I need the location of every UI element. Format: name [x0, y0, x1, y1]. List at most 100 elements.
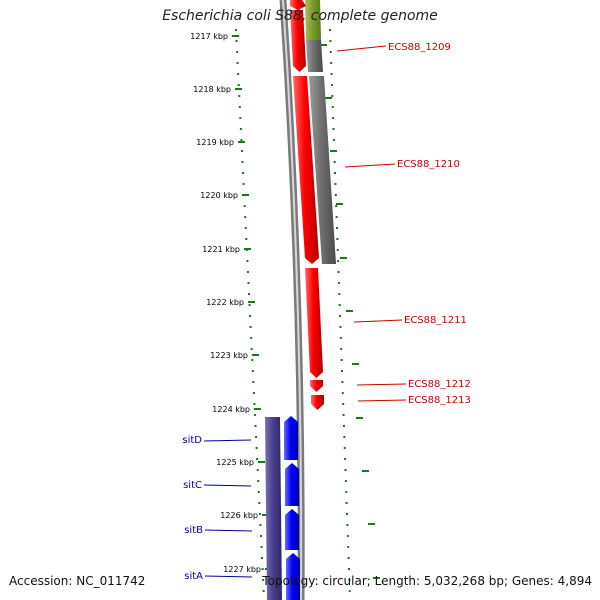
ruler-outer-dot	[346, 524, 349, 526]
ruler-outer-dot	[347, 546, 350, 548]
ruler-outer-dot	[336, 238, 339, 240]
ruler-outer-dot	[338, 293, 341, 295]
ruler-label: 1217 kbp	[190, 32, 228, 41]
ruler-outer-dot	[341, 370, 344, 372]
ruler-major-tick	[238, 141, 245, 143]
ruler-inner-dot	[259, 535, 262, 537]
ruler-inner-dot	[251, 370, 254, 372]
ruler-outer-dot	[340, 348, 343, 350]
gene-label-leader	[353, 319, 403, 323]
ruler-inner-dot	[253, 414, 256, 416]
ruler-outer-dot	[337, 260, 340, 262]
ruler-inner-dot	[252, 381, 255, 383]
ruler-outer-dot	[342, 414, 345, 416]
ruler-inner-dot	[237, 84, 240, 86]
ruler-inner-dot	[246, 271, 249, 273]
ruler-outer-tick	[352, 363, 359, 365]
ruler-outer-dot	[339, 326, 342, 328]
ruler-outer-dot	[347, 568, 350, 570]
ruler-inner-dot	[262, 579, 265, 581]
ruler-label: 1220 kbp	[200, 191, 238, 200]
ruler-outer-dot	[344, 458, 347, 460]
ruler-outer-dot	[332, 139, 335, 141]
ruler-inner-dot	[261, 568, 264, 570]
ruler-outer-dot	[347, 557, 350, 559]
gene-track-gray	[309, 76, 336, 264]
ruler-outer-tick	[346, 310, 353, 312]
ruler-inner-dot	[235, 40, 238, 42]
ruler-label: 1218 kbp	[193, 85, 231, 94]
backbone-highlight	[282, 0, 303, 600]
ruler-outer-dot	[343, 447, 346, 449]
ruler-inner-dot	[260, 546, 263, 548]
ruler-inner-dot	[239, 128, 242, 130]
ruler-inner-dot	[259, 524, 262, 526]
ruler-label: 1221 kbp	[202, 245, 240, 254]
ruler-outer-dot	[330, 62, 333, 64]
gene-label-right: ECS88_1211	[404, 315, 467, 326]
ruler-outer-dot	[329, 29, 331, 31]
gene-label-leader	[203, 484, 252, 487]
gene-label-leader	[356, 383, 407, 386]
ruler-outer-dot	[346, 513, 349, 515]
ruler-label: 1226 kbp	[220, 511, 258, 520]
gene-arrow-sitA	[286, 553, 300, 600]
ruler-label: 1219 kbp	[196, 138, 234, 147]
ruler-outer-dot	[344, 480, 347, 482]
gene-arrow-sitD	[284, 416, 298, 460]
ruler-outer-dot	[345, 502, 348, 504]
ruler-label: 1225 kbp	[216, 458, 254, 467]
ruler-inner-dot	[251, 359, 254, 361]
gene-layer	[265, 0, 336, 600]
gene-label-leader	[357, 399, 407, 402]
ruler-outer-dot	[332, 117, 335, 119]
ruler-outer-dot	[344, 469, 347, 471]
ruler-outer-dot	[329, 51, 332, 53]
ruler-outer-tick	[320, 44, 327, 46]
ruler-inner-dot	[235, 29, 237, 31]
genome-stats-text: Topology: circular; Length: 5,032,268 bp…	[262, 574, 592, 588]
ruler-major-tick	[262, 514, 269, 516]
ruler-outer-dot	[337, 282, 340, 284]
ruler-outer-dot	[335, 227, 338, 229]
genome-title: Escherichia coli S88, complete genome	[162, 8, 438, 24]
ruler-outer-dot	[330, 84, 333, 86]
gene-track-gray	[306, 40, 323, 72]
gene-label-right: ECS88_1209	[388, 42, 451, 53]
ruler-outer-tick	[330, 150, 337, 152]
ruler-inner-dot	[257, 480, 260, 482]
ruler-outer-dot	[335, 216, 338, 218]
ruler-inner-dot	[243, 205, 246, 207]
ruler-inner-dot	[236, 62, 239, 64]
ruler-major-tick	[254, 408, 261, 410]
ruler-inner-dot	[250, 348, 253, 350]
ruler-outer-dot	[334, 194, 337, 196]
ruler-inner-dot	[249, 326, 252, 328]
ruler-outer-dot	[334, 172, 337, 174]
ruler-inner-dot	[257, 491, 260, 493]
ruler-inner-dot	[236, 51, 239, 53]
gene-arrow-ECS88_1209	[290, 10, 306, 72]
ruler-outer-dot	[343, 436, 346, 438]
ruler-outer-dot	[345, 491, 348, 493]
tick-layer	[235, 29, 351, 592]
ruler-outer-dot	[338, 304, 341, 306]
gene-label-left: sitC	[183, 480, 202, 491]
gene-label-right: ECS88_1213	[408, 395, 471, 406]
ruler-inner-dot	[249, 315, 252, 317]
ruler-major-tick	[252, 354, 259, 356]
ruler-inner-dot	[255, 436, 258, 438]
ruler-outer-tick	[368, 523, 375, 525]
gene-arrow-ECS88_1212	[310, 380, 323, 392]
ruler-inner-dot	[240, 150, 243, 152]
ruler-outer-dot	[340, 359, 343, 361]
ruler-inner-dot	[258, 502, 261, 504]
ruler-inner-dot	[258, 513, 261, 515]
ruler-inner-dot	[242, 183, 245, 185]
ruler-inner-dot	[250, 337, 253, 339]
gene-arrow-sitC	[285, 463, 299, 506]
gene-label-leader	[344, 163, 396, 168]
ruler-outer-dot	[333, 161, 336, 163]
ruler-outer-dot	[335, 205, 338, 207]
